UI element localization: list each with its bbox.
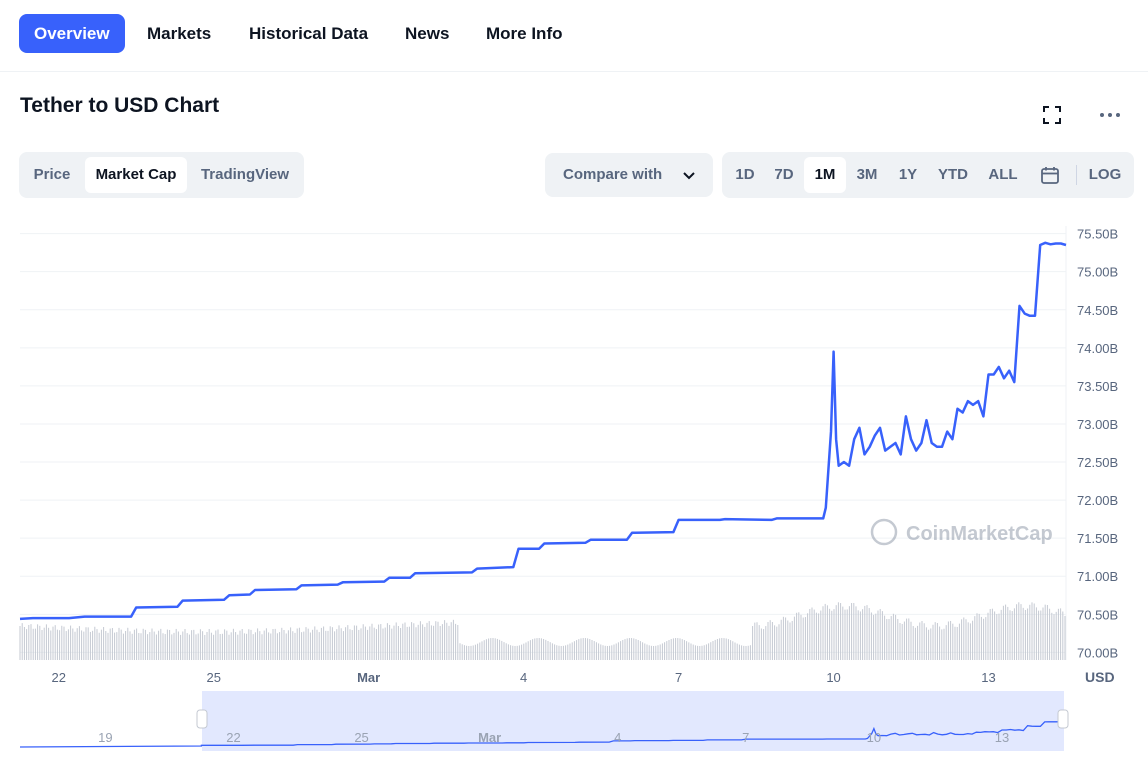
y-tick-label: 75.00B [1077,265,1118,280]
market-cap-line [19,241,1067,621]
x-tick-label: 7 [675,670,682,685]
navigator-axis-labels: 19 22 25 Mar 4 7 10 13 [98,730,1009,745]
chevron-down-icon [683,172,695,180]
y-tick-label: 70.00B [1077,645,1118,660]
x-tick-label: Mar [357,670,380,685]
compare-with-dropdown[interactable]: Compare with [545,153,713,197]
calendar-icon[interactable] [1036,157,1064,193]
range-1y[interactable]: 1Y [898,166,918,183]
navigator-left-handle[interactable] [196,709,208,729]
view-tab-price[interactable]: Price [33,166,71,183]
chart-title: Tether to USD Chart [20,94,220,117]
y-tick-label: 74.50B [1077,303,1118,318]
y-tick-label: 72.50B [1077,455,1118,470]
tab-news[interactable]: News [405,24,450,43]
y-tick-label: 73.50B [1077,379,1118,394]
range-navigator: 19 22 25 Mar 4 7 10 13 [19,691,1069,751]
navigator-tick-label: Mar [478,730,501,745]
tab-overview[interactable]: Overview [19,14,125,53]
navigator-tick-label: 25 [354,730,368,745]
watermark: CoinMarketCap [870,518,1053,546]
fullscreen-icon[interactable] [1038,101,1066,129]
y-tick-label: 72.00B [1077,493,1118,508]
range-1m[interactable]: 1M [804,157,846,193]
y-tick-label: 75.50B [1077,227,1118,242]
time-range-switcher: 1D 7D 1M 3M 1Y YTD ALL LOG [722,152,1134,198]
volume-bars [19,602,1066,660]
navigator-tick-label: 4 [614,730,621,745]
y-tick-label: 71.50B [1077,531,1118,546]
top-navigation: Overview Markets Historical Data News Mo… [0,0,1148,72]
range-1d[interactable]: 1D [735,166,755,183]
navigator-right-handle[interactable] [1057,709,1069,729]
navigator-tick-label: 7 [742,730,749,745]
log-scale-toggle[interactable]: LOG [1088,166,1122,183]
more-dots-icon[interactable] [1096,101,1124,129]
range-divider [1076,165,1077,185]
grid-lines [20,226,1067,660]
range-ytd[interactable]: YTD [938,166,968,183]
y-tick-label: 71.00B [1077,569,1118,584]
range-all[interactable]: ALL [988,166,1018,183]
chart-view-switcher: Price Market Cap TradingView [19,152,304,198]
navigator-tick-label: 22 [226,730,240,745]
navigator-tick-label: 10 [867,730,881,745]
x-tick-label: 10 [826,670,840,685]
navigator-line [19,721,1067,748]
compare-with-label: Compare with [563,166,663,183]
y-tick-label: 70.50B [1077,607,1118,622]
tab-markets[interactable]: Markets [147,24,212,43]
view-tab-market-cap[interactable]: Market Cap [85,157,187,193]
range-3m[interactable]: 3M [856,166,878,183]
x-tick-label: 25 [206,670,220,685]
x-tick-label: 22 [52,670,66,685]
coinmarketcap-logo-icon [870,518,898,546]
x-axis-labels: 22 25 Mar 4 7 10 13 [52,670,996,685]
navigator-tick-label: 19 [98,730,112,745]
y-tick-label: 73.00B [1077,417,1118,432]
navigator-selection[interactable] [202,691,1064,751]
view-tab-tradingview[interactable]: TradingView [200,166,290,183]
watermark-text: CoinMarketCap [906,523,1053,545]
navigator-tick-label: 13 [995,730,1009,745]
range-7d[interactable]: 7D [774,166,794,183]
x-tick-label: 13 [981,670,995,685]
tab-historical-data[interactable]: Historical Data [249,24,369,43]
x-tick-label: 4 [520,670,527,685]
market-cap-chart[interactable]: CoinMarketCap 70.00B70.50B71.00B71.50B72… [0,210,1148,766]
tab-more-info[interactable]: More Info [486,24,563,43]
y-tick-label: 74.00B [1077,341,1118,356]
y-axis-labels: 70.00B 70.50B 71.00B 71.50B 72.00B 72.50B 73.0… [1077,227,1118,661]
currency-unit-label: USD [1085,669,1115,685]
